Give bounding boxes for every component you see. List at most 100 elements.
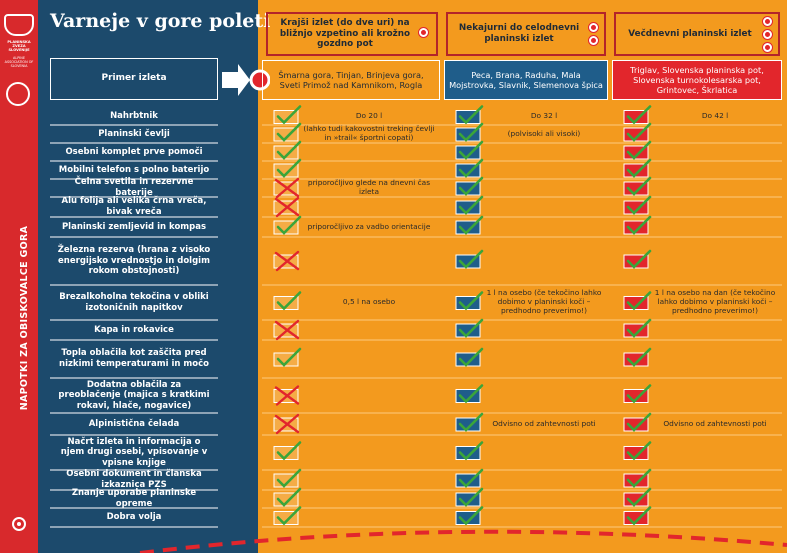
cell-note: 0,5 l na osebo (342, 297, 396, 307)
cell-note: (polvisoki ali visoki) (507, 128, 581, 138)
check (626, 195, 652, 215)
check (458, 195, 484, 215)
emblem (6, 82, 30, 106)
level-dot (763, 30, 772, 39)
example-label: Primer izleta (50, 58, 218, 100)
check (626, 318, 652, 338)
check (626, 105, 652, 125)
row-label: Alu folija ali velika črna vreča, bivak … (61, 196, 207, 217)
cell-note: 1 l na osebo (če tekočino lahko dobimo v… (486, 288, 602, 315)
check (626, 384, 652, 404)
cell-note: priporočljivo glede na dnevni čas izleta (307, 178, 431, 196)
level-dot (763, 17, 772, 26)
check-mark (623, 318, 652, 338)
check (458, 412, 484, 432)
check-mark (623, 158, 652, 178)
cross (274, 385, 300, 406)
check (276, 441, 302, 461)
check-mark (273, 441, 302, 461)
check-mark (623, 176, 652, 196)
column-header: Večdnevni planinski izlet (614, 12, 780, 56)
check (276, 122, 302, 142)
check-mark (455, 384, 484, 404)
check-mark (623, 195, 652, 215)
check-mark (455, 249, 484, 269)
cell-note: (lahko tudi kakovostni treking čevlji in… (303, 124, 435, 142)
check-mark (623, 506, 652, 526)
cross-mark (273, 385, 300, 406)
check (276, 487, 302, 507)
check-mark (455, 487, 484, 507)
cross-mark (273, 319, 300, 341)
cross-mark (273, 250, 300, 272)
check-mark (623, 215, 652, 235)
row-label: Znanje uporabe planinske opreme (71, 488, 197, 509)
cell-note: Odvisno od zahtevnosti poti (663, 418, 767, 428)
check (626, 291, 652, 311)
cross-mark (273, 413, 300, 435)
level-dot (763, 43, 772, 52)
check-mark (623, 468, 652, 488)
arrow (222, 64, 270, 96)
check (458, 249, 484, 269)
check-mark (455, 158, 484, 178)
check (276, 291, 302, 311)
cross (274, 177, 300, 199)
check-mark (273, 140, 302, 160)
check (276, 105, 302, 125)
check-mark (623, 122, 652, 142)
row-label: Osebni dokument in članska izkaznica PZS (66, 469, 202, 490)
check (626, 176, 652, 196)
check-mark (273, 487, 302, 507)
side-dot (12, 517, 26, 531)
check (458, 347, 484, 367)
check-mark (273, 215, 302, 235)
level-dot (419, 28, 428, 37)
check-mark (455, 347, 484, 367)
cell-note: Do 32 l (530, 111, 558, 121)
row-label: Planinski čevlji (98, 128, 170, 139)
row-label: Mobilni telefon s polno baterijo (58, 164, 210, 175)
check-mark (273, 506, 302, 526)
row-label: Železna rezerva (hrana z visoko energijs… (57, 245, 211, 277)
title: Varneje v gore poleti (50, 10, 271, 32)
row-label: Nahrbtnik (110, 111, 158, 122)
check-mark (273, 105, 302, 125)
examples: Peca, Brana, Raduha, Mala Mojstrovka, Sl… (444, 60, 608, 100)
row-label: Kapa in rokavice (94, 324, 174, 335)
label-panel (38, 0, 258, 553)
check (276, 158, 302, 178)
check (626, 468, 652, 488)
cell-note: Odvisno od zahtevnosti poti (492, 418, 596, 428)
check (458, 384, 484, 404)
row-label: Dodatna oblačila za preoblačenje (majica… (58, 379, 210, 411)
row-label: Topla oblačila kot zaščita pred nizkimi … (59, 348, 209, 369)
cell-note: 1 l na osebo na dan (če tekočino lahko d… (654, 288, 776, 315)
check-mark (623, 487, 652, 507)
cell-note: Do 42 l (701, 111, 729, 121)
check (458, 506, 484, 526)
check (276, 215, 302, 235)
org-name-en: ALPINE ASSOCIATION OF SLOVENIA (4, 56, 34, 68)
examples: Triglav, Slovenska planinska pot, Sloven… (612, 60, 782, 100)
check (626, 249, 652, 269)
check-mark (623, 140, 652, 160)
cross-mark (273, 177, 300, 199)
check (626, 441, 652, 461)
level-dot (589, 23, 598, 32)
check-mark (455, 291, 484, 311)
check (626, 158, 652, 178)
row-label: Osebni komplet prve pomoči (65, 146, 203, 157)
level-dot (589, 36, 598, 45)
check (626, 122, 652, 142)
check-mark (623, 384, 652, 404)
check-mark (455, 140, 484, 160)
check-mark (273, 158, 302, 178)
cross-mark (273, 196, 300, 218)
cross (274, 319, 300, 341)
check-mark (455, 412, 484, 432)
check (458, 176, 484, 196)
check (626, 140, 652, 160)
check-mark (623, 105, 652, 125)
